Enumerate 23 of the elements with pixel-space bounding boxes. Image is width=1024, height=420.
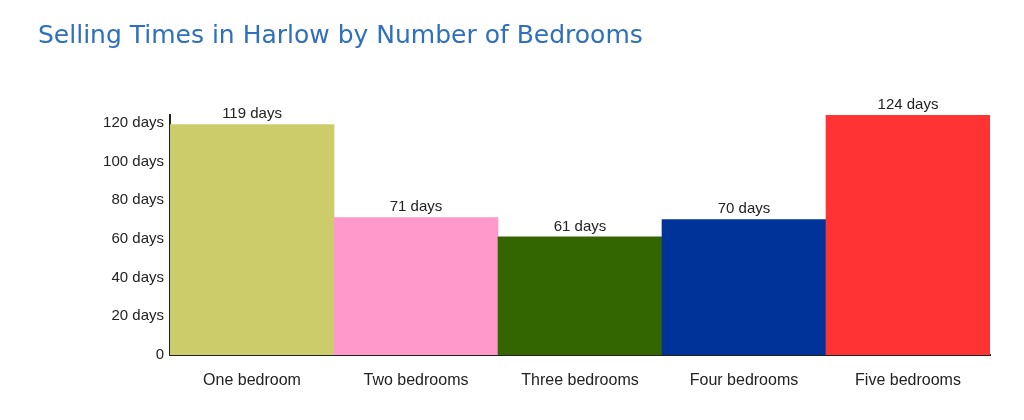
y-tick-label: 100 days <box>103 151 164 169</box>
x-tick-label: Three bedrooms <box>521 371 639 389</box>
bar <box>170 124 335 355</box>
y-tick-label: 20 days <box>111 306 164 324</box>
x-tick-label: Four bedrooms <box>689 371 799 389</box>
x-tick-label: Five bedrooms <box>855 371 961 389</box>
chart-title: Selling Times in Harlow by Number of Bedrooms <box>38 20 643 49</box>
x-tick-label: Two bedrooms <box>363 371 469 389</box>
bar <box>497 236 663 355</box>
bar <box>333 217 499 355</box>
y-tick-label: 120 days <box>103 112 164 130</box>
y-tick-label: 0 <box>155 345 164 363</box>
y-tick-label: 60 days <box>111 229 164 247</box>
x-tick-label: One bedroom <box>203 371 301 389</box>
bar <box>825 115 990 355</box>
y-tick-label: 80 days <box>111 190 164 208</box>
data-label: 70 days <box>717 199 771 217</box>
data-label: 71 days <box>389 197 443 215</box>
data-label: 119 days <box>222 104 282 122</box>
data-label: 124 days <box>877 94 939 112</box>
bar <box>661 219 827 355</box>
y-tick-label: 40 days <box>111 267 164 285</box>
data-label: 61 days <box>553 216 607 234</box>
